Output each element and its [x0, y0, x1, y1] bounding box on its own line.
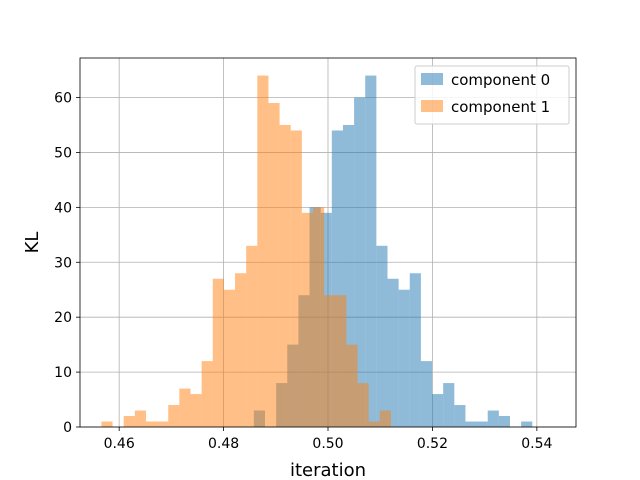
bar-series-0-bin-7: [331, 130, 343, 427]
bar-series-0-bin-22: [498, 416, 511, 427]
bar-series-0-bin-18: [454, 405, 466, 427]
bar-series-1-bin-9: [201, 361, 213, 427]
bar-series-0-bin-19: [465, 421, 477, 427]
legend: component 0 component 1: [414, 65, 570, 125]
x-tick-label-3: 0.52: [417, 436, 448, 452]
bar-series-0-bin-13: [398, 289, 410, 427]
legend-box: [414, 65, 570, 125]
bar-series-1-bin-12: [235, 273, 247, 427]
bar-series-1-bin-15: [268, 103, 280, 427]
y-tick-label-0: 0: [63, 420, 72, 436]
bar-series-0-bin-24: [521, 421, 533, 427]
bar-series-0-bin-11: [376, 245, 388, 427]
legend-label-component-0: component 0: [451, 71, 550, 89]
ticks: 0.46 0.48 0.50 0.52 0.54 0 10 20 30 40 50 60: [54, 91, 552, 452]
bar-series-0-bin-10: [365, 75, 377, 428]
bar-series-1-bin-11: [223, 289, 236, 427]
bar-series-0-bin-20: [476, 421, 488, 427]
y-axis-label: KL: [22, 232, 43, 254]
bar-series-1-bin-10: [212, 278, 224, 427]
x-axis-label: iteration: [290, 460, 366, 480]
legend-label-component-1: component 1: [451, 98, 550, 116]
x-tick-label-2: 0.50: [312, 436, 343, 452]
bar-series-1-bin-18: [301, 212, 313, 427]
bar-series-1-bin-23: [357, 383, 369, 427]
bar-series-1-bin-21: [335, 295, 347, 427]
y-tick-label-2: 20: [54, 310, 72, 326]
legend-swatch-component-1: [421, 100, 443, 112]
y-tick-label-3: 30: [54, 255, 72, 271]
x-tick-label-4: 0.54: [521, 436, 552, 452]
bar-series-1-bin-14: [257, 75, 269, 428]
legend-swatch-component-0: [421, 73, 443, 85]
y-tick-label-1: 10: [54, 365, 72, 381]
y-tick-label-5: 50: [54, 145, 72, 161]
bars: [101, 75, 533, 428]
bar-series-1-bin-0: [101, 421, 113, 427]
bar-series-1-bin-25: [379, 410, 391, 427]
bar-series-0-bin-9: [354, 97, 366, 428]
x-tick-label-1: 0.48: [208, 436, 239, 452]
bar-series-1-bin-17: [290, 130, 302, 427]
bar-series-1-bin-22: [346, 344, 358, 427]
bar-series-1-bin-20: [324, 295, 336, 427]
bar-series-0-bin-21: [487, 410, 499, 427]
bar-series-0-bin-16: [432, 394, 444, 427]
bar-series-0-bin-12: [387, 278, 399, 427]
y-tick-label-6: 60: [54, 91, 72, 107]
y-tick-label-4: 40: [54, 200, 72, 216]
bar-series-0-bin-14: [409, 273, 421, 427]
x-tick-label-0: 0.46: [104, 436, 135, 452]
bar-series-1-bin-3: [134, 410, 146, 427]
bar-series-1-bin-6: [168, 405, 180, 427]
bar-series-1-bin-2: [123, 416, 135, 427]
bar-series-1-bin-16: [279, 124, 291, 427]
bar-series-1-bin-24: [368, 421, 380, 427]
bar-series-1-bin-19: [312, 207, 325, 427]
bar-series-0-bin-15: [420, 361, 433, 427]
bar-series-1-bin-4: [145, 421, 158, 427]
bar-series-0-bin-8: [342, 124, 355, 427]
bar-series-1-bin-7: [179, 388, 191, 427]
bar-series-1-bin-8: [190, 394, 202, 427]
bar-series-1-bin-5: [157, 421, 169, 427]
bar-series-0-bin-17: [443, 383, 455, 427]
bar-series-1-bin-13: [246, 245, 258, 427]
